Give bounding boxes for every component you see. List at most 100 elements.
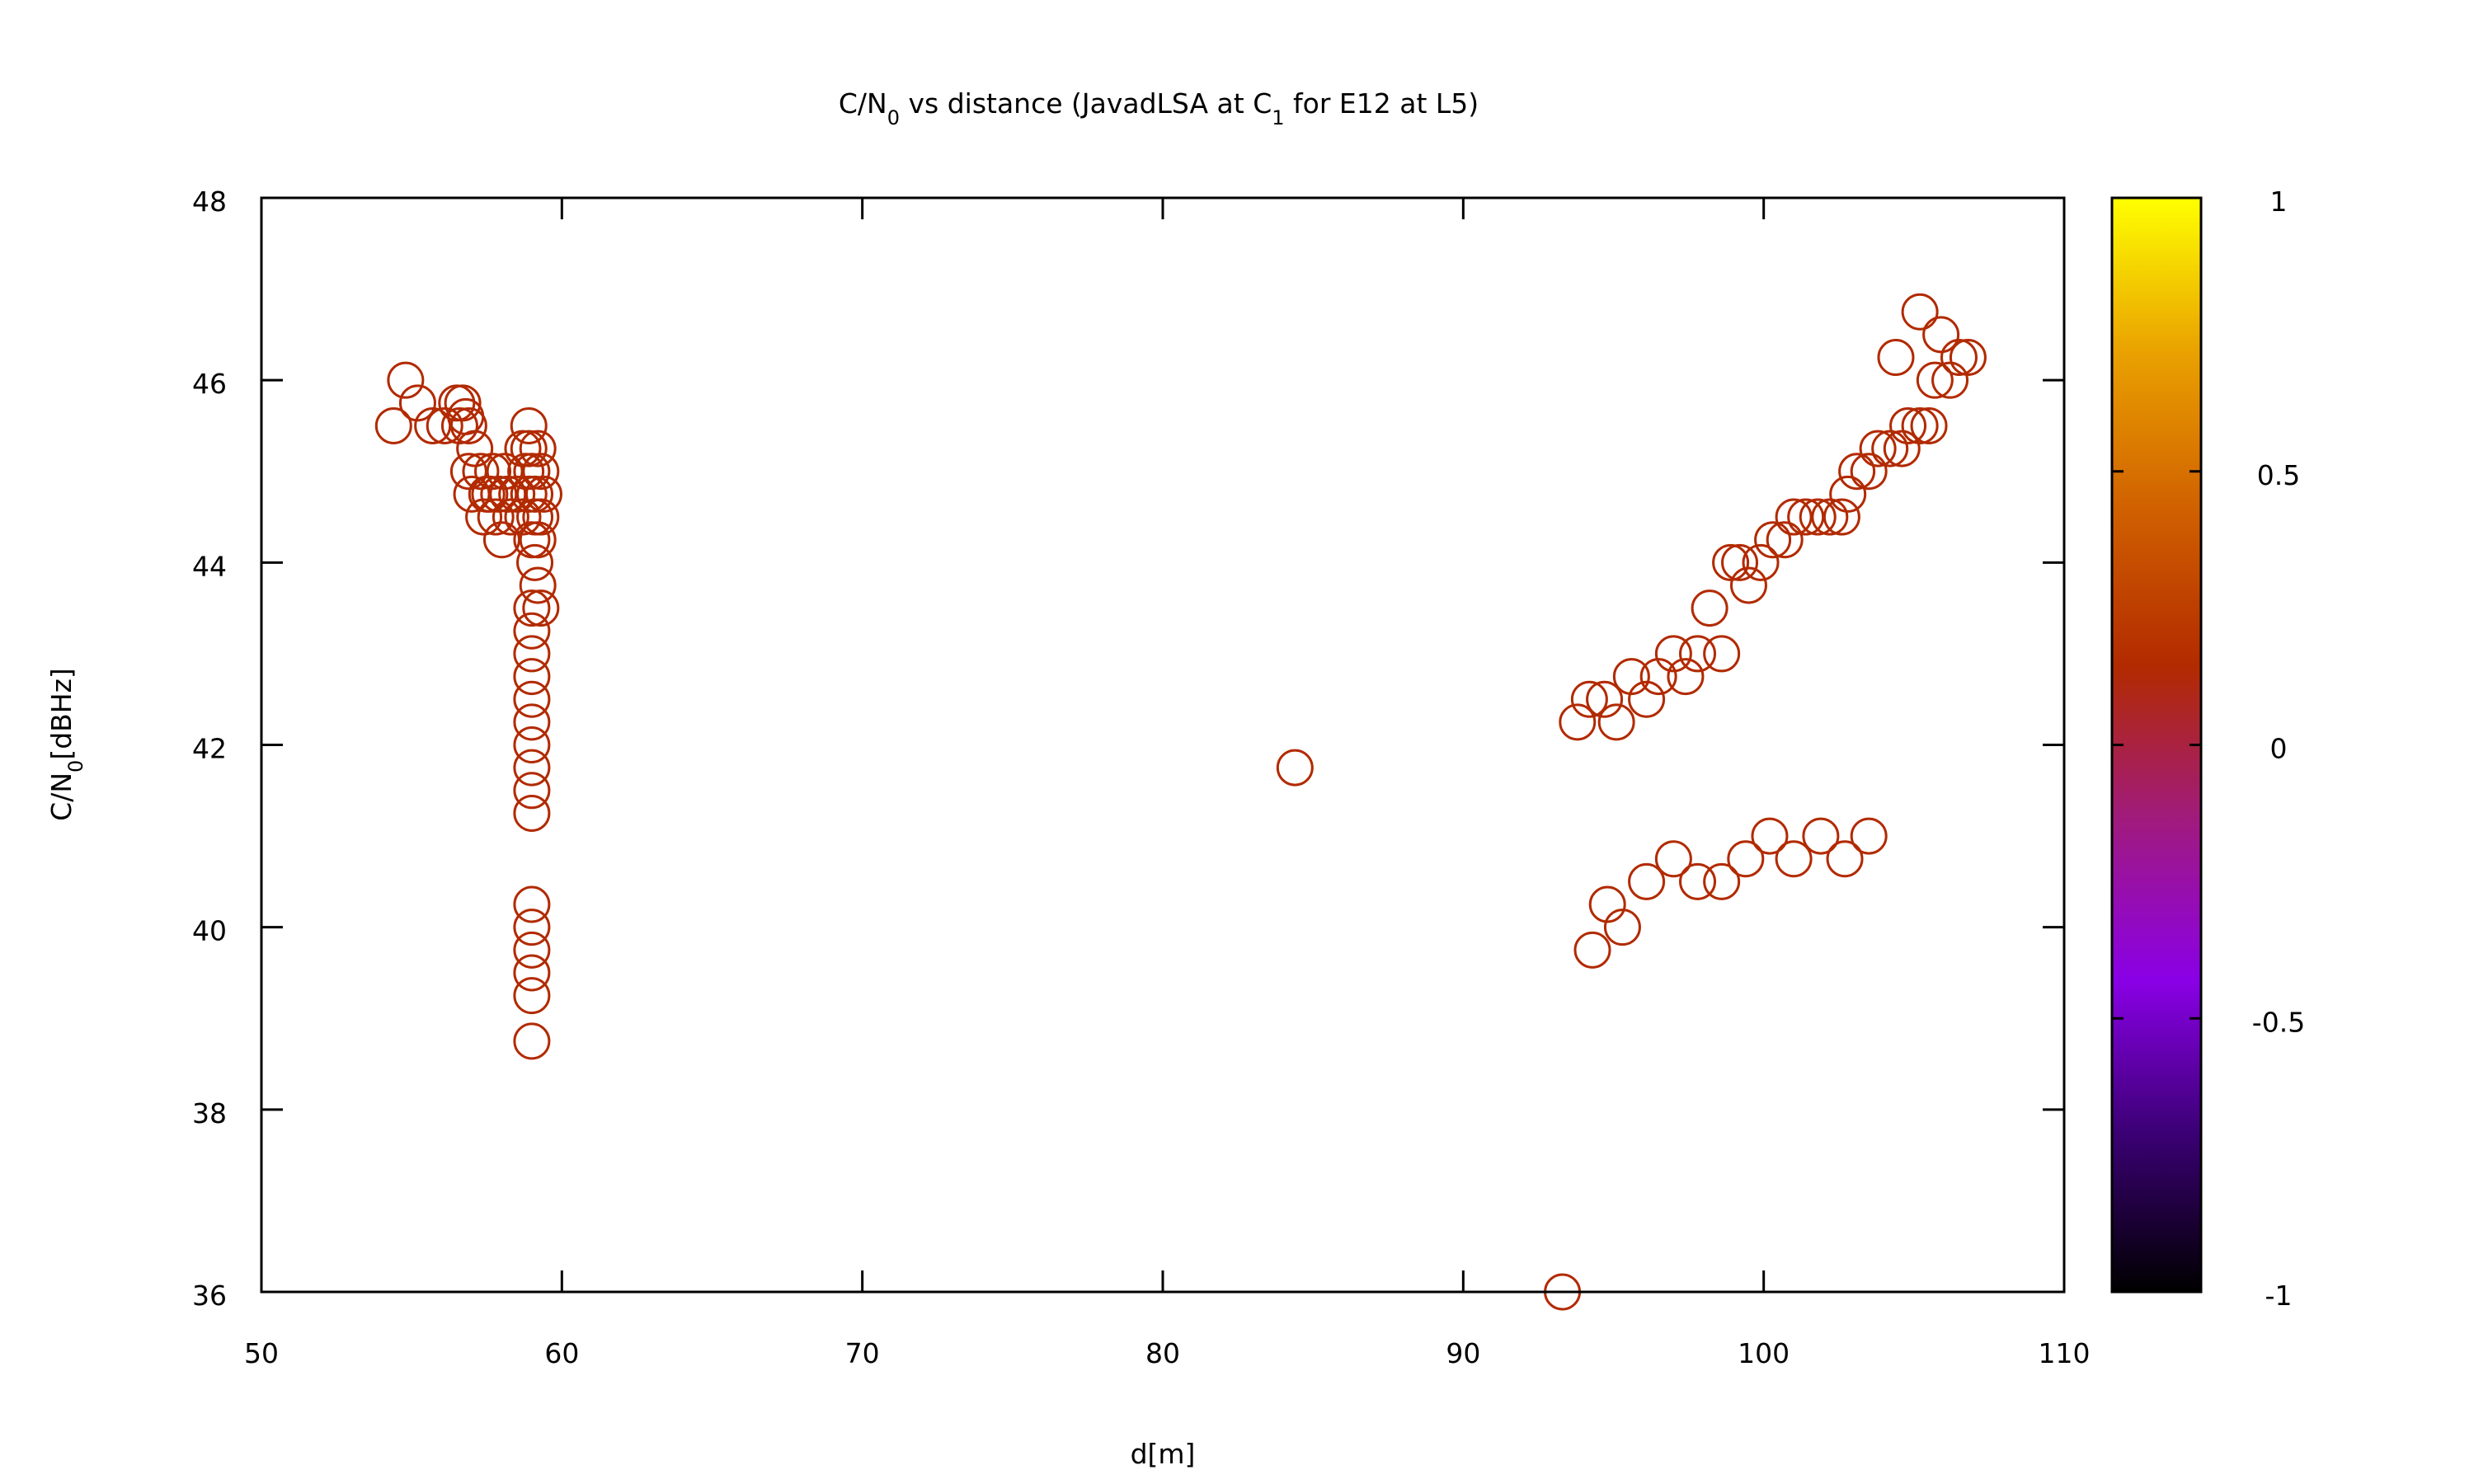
- data-point: [1799, 498, 1837, 536]
- data-point: [519, 566, 557, 604]
- data-point: [1901, 406, 1939, 444]
- data-point: [449, 453, 487, 491]
- y-tick-label: 42: [192, 733, 227, 765]
- data-point: [513, 931, 551, 969]
- data-point: [1916, 361, 1954, 399]
- data-point: [1654, 840, 1692, 878]
- data-point: [1628, 862, 1666, 900]
- data-point: [513, 453, 551, 491]
- data-point: [1276, 749, 1314, 787]
- data-point: [456, 430, 494, 467]
- colorbar-tick-label: 1: [2270, 186, 2288, 218]
- data-point: [1829, 475, 1867, 513]
- data-point: [426, 406, 463, 444]
- data-point: [453, 475, 491, 513]
- data-point: [1679, 635, 1717, 673]
- data-point: [440, 406, 478, 444]
- data-point: [513, 703, 551, 741]
- data-point: [492, 498, 529, 536]
- colorbar-tick-label: -1: [2265, 1280, 2293, 1312]
- colorbar: -1 -0.5 0 0.5 1: [2110, 186, 2305, 1312]
- colorbar-tick-label: 0: [2270, 733, 2288, 765]
- data-point: [1838, 453, 1876, 491]
- chart-title: C/N0 vs distance (JavadLSA at C1 for E12…: [839, 87, 1479, 129]
- data-point: [1612, 658, 1650, 696]
- data-point: [1586, 680, 1624, 718]
- data-point: [387, 361, 425, 399]
- data-point: [1727, 840, 1765, 878]
- data-point: [522, 453, 560, 491]
- x-tick-label: 80: [1145, 1337, 1180, 1369]
- data-point: [1850, 817, 1888, 855]
- data-point: [374, 406, 412, 444]
- plot-area: [374, 293, 1987, 1311]
- data-point: [513, 794, 551, 832]
- data-point: [1802, 817, 1840, 855]
- data-point: [1721, 543, 1759, 581]
- data-point: [513, 977, 551, 1015]
- data-point: [1811, 498, 1849, 536]
- data-point: [1597, 703, 1635, 741]
- y-tick-label: 48: [192, 186, 227, 218]
- data-point: [1559, 703, 1597, 741]
- plot-frame: [260, 196, 2066, 1294]
- colorbar-tick-label: 0.5: [2257, 459, 2300, 491]
- data-point: [1766, 521, 1804, 559]
- data-point: [1679, 862, 1717, 900]
- x-tick-label: 110: [2039, 1337, 2091, 1369]
- x-axis: 50 60 70 80 90 100 110: [244, 198, 2091, 1369]
- data-point: [498, 475, 536, 513]
- data-point: [522, 589, 560, 627]
- data-point: [462, 453, 500, 491]
- data-point: [513, 954, 551, 992]
- data-point: [449, 406, 487, 444]
- data-point: [1667, 658, 1705, 696]
- data-point: [1691, 589, 1729, 627]
- colorbar-tick-label: -0.5: [2252, 1006, 2305, 1038]
- data-point: [444, 384, 482, 422]
- data-point: [513, 726, 551, 763]
- colorbar-fill: [2112, 198, 2201, 1292]
- y-axis-label: C/N0[dBHz]: [45, 668, 87, 821]
- data-point: [1603, 909, 1641, 946]
- y-axis: 36 38 40 42 44 46 48: [192, 186, 2064, 1312]
- data-point: [516, 475, 554, 513]
- data-point: [513, 749, 551, 787]
- data-point: [1573, 931, 1611, 969]
- data-point: [516, 543, 554, 581]
- data-point: [482, 521, 520, 559]
- data-point: [1931, 361, 1969, 399]
- data-point: [513, 521, 551, 559]
- data-point: [1703, 635, 1741, 673]
- y-tick-label: 40: [192, 915, 227, 947]
- data-point: [1754, 521, 1792, 559]
- data-point: [519, 430, 557, 467]
- data-point: [1859, 430, 1897, 467]
- data-point: [474, 453, 512, 491]
- data-point: [1910, 406, 1948, 444]
- data-point: [510, 406, 548, 444]
- data-point: [477, 498, 515, 536]
- data-point: [1826, 840, 1864, 878]
- data-point: [1883, 430, 1921, 467]
- data-point: [1712, 543, 1750, 581]
- data-point: [398, 384, 436, 422]
- data-point: [504, 498, 542, 536]
- data-point: [513, 658, 551, 696]
- x-axis-label: d[m]: [1131, 1438, 1196, 1470]
- data-point: [513, 885, 551, 923]
- data-point: [513, 680, 551, 718]
- data-point: [1729, 566, 1767, 604]
- data-point: [465, 498, 503, 536]
- data-point: [1940, 339, 1978, 377]
- data-point: [1787, 498, 1825, 536]
- data-point: [1703, 862, 1741, 900]
- x-tick-label: 50: [244, 1337, 279, 1369]
- data-point: [1922, 316, 1960, 354]
- data-point: [1775, 840, 1813, 878]
- data-point: [1751, 817, 1789, 855]
- y-tick-label: 44: [192, 550, 227, 582]
- data-point: [513, 1022, 551, 1060]
- data-point: [1570, 680, 1608, 718]
